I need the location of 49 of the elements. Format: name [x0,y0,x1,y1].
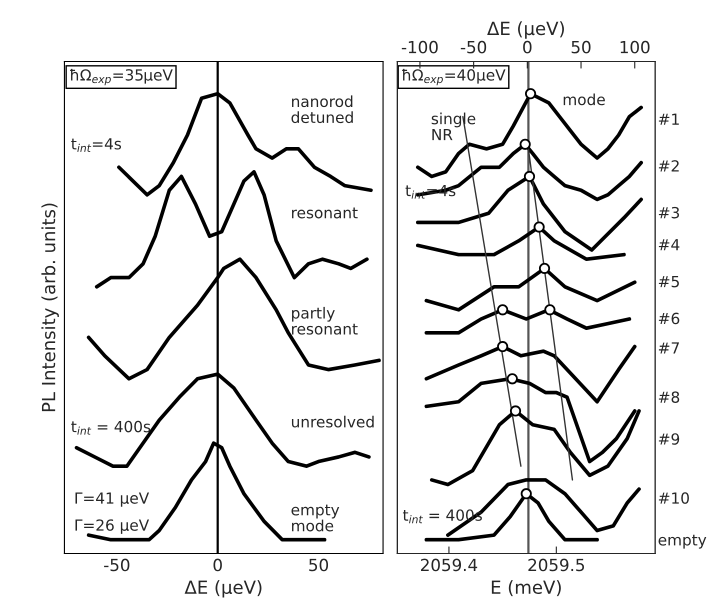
point [497,304,508,316]
text: #5 [658,276,679,288]
point [524,170,536,182]
annotation: nanorod detuned [292,95,353,124]
text: #6 [658,312,680,324]
annotation: t$_{int}$ = 400s [71,420,150,435]
point [524,88,536,100]
x-tick-label: -50 [104,558,130,572]
text: #4 [658,239,680,250]
x2-tick-label: -100 [402,40,438,54]
x2-tick-label: -50 [460,40,486,54]
annotation: unresolved [292,416,374,428]
text: ħΩ$_{exp}$=40µeV [402,68,506,86]
text: #9 [658,433,680,445]
x-tick-label: 0 [213,558,222,572]
point [534,221,545,233]
annotation: resonant [292,208,358,218]
point [497,341,508,352]
text: #2 [658,160,679,172]
annotation: mode [564,93,605,106]
text: empty [658,534,706,549]
point [544,304,556,316]
x2-axis-title: ΔE (µeV) [487,21,564,39]
text: #7 [658,342,679,354]
x2-tick-label: 100 [620,40,650,54]
x-axis-title: ΔE (µeV) [184,580,262,598]
point [506,373,518,384]
point [520,138,531,150]
annotation: empty mode [292,504,340,532]
text: #1 [658,114,679,125]
y-axis-title: PL Intensity (arb. units) [41,204,59,412]
point [510,405,522,417]
text: #3 [658,206,680,218]
x2-tick-label: 0 [523,40,532,54]
point [520,488,532,500]
x-tick-label: 50 [309,558,328,572]
text: ħΩ$_{exp}$=35µeV [70,68,173,86]
x-tick-label: 2059.5 [528,558,584,572]
x-tick-label: 2059.4 [420,558,478,572]
text: #10 [658,492,689,504]
annotation: partly resonant [292,306,358,335]
annotation: Γ=26 µeV [76,519,150,534]
annotation: t$_{int}$=4s [71,138,122,152]
annotation: t$_{int}$=4s [406,184,456,199]
x2-tick-label: 50 [572,40,591,54]
annotation: Γ=41 µeV [76,492,150,507]
text: #8 [658,391,680,403]
point [538,262,550,274]
x-axis-title: E (meV) [492,580,561,596]
